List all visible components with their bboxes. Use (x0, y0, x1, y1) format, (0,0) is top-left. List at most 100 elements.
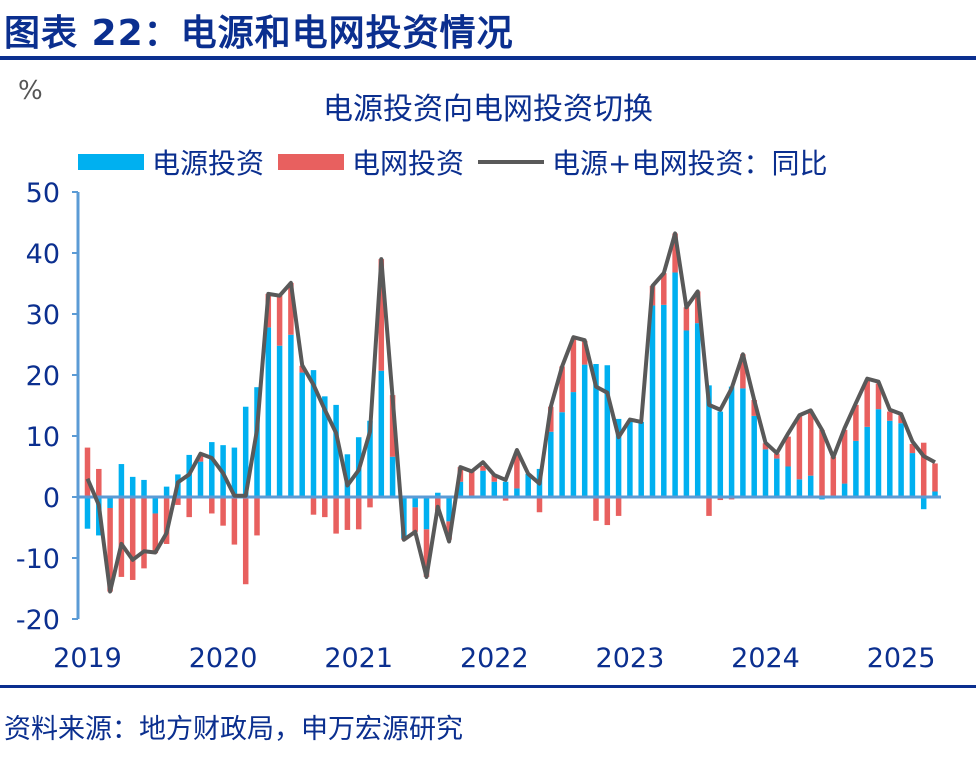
x-tick-label: 2021 (324, 643, 393, 674)
bar-power-source (310, 370, 317, 497)
bar-grid (762, 443, 769, 450)
bar-grid (841, 429, 848, 484)
bar-grid (322, 497, 328, 518)
bar-grid (220, 497, 226, 526)
bar-power-source (254, 387, 260, 497)
x-tick-label: 2025 (867, 643, 936, 674)
legend-swatch-red (278, 154, 345, 170)
bar-power-source (887, 420, 893, 497)
bar-power-source (491, 481, 498, 497)
bar-grid (740, 354, 746, 389)
bar-grid (661, 273, 667, 305)
bar-power-source (344, 454, 351, 497)
bar-grid (423, 529, 430, 577)
legend-label: 电源投资 (152, 147, 265, 180)
bar-power-source (333, 404, 339, 497)
bar-power-source (706, 385, 712, 497)
bar-grid (175, 497, 181, 505)
bar-power-source (367, 420, 373, 497)
bar-power-source (457, 481, 464, 497)
bar-power-source (807, 475, 814, 497)
bar-grid (163, 497, 170, 544)
bar-grid (310, 497, 317, 515)
bar-power-source (920, 497, 927, 510)
bar-grid (683, 307, 690, 331)
bar-power-source (514, 488, 520, 497)
bar-grid (604, 497, 611, 526)
bar-grid (378, 259, 385, 371)
bar-power-source (661, 304, 667, 497)
bar-grid (559, 366, 565, 413)
bar-power-source (141, 479, 147, 497)
bar-power-source (378, 370, 385, 497)
bar-power-source (570, 392, 577, 497)
y-tick-label: 10 (26, 422, 60, 453)
chart-plot: 50 40 30 20 10 0 -10 -20 2019 2020 2021 2022 2023 202… (16, 178, 941, 674)
bar-grid (367, 497, 373, 508)
bar-grid (672, 233, 678, 273)
bar-power-source (717, 411, 724, 497)
y-tick-label: -10 (16, 544, 60, 575)
bar-grid (107, 507, 113, 592)
bar-grid (864, 379, 870, 427)
bar-power-source (118, 464, 125, 497)
y-tick-label: 40 (26, 239, 60, 270)
bar-power-source (525, 473, 531, 497)
bar-grid (468, 471, 475, 496)
bar-power-source (604, 365, 611, 497)
legend-item-grid: 电网投资 (278, 142, 464, 182)
bar-power-source (875, 409, 882, 497)
legend-item-power-source: 电源投资 (78, 142, 264, 182)
bar-grid (875, 383, 882, 410)
bar-grid (129, 497, 136, 580)
bar-power-source (163, 486, 170, 497)
bar-power-source (581, 364, 588, 497)
bar-power-source (762, 449, 769, 497)
bar-grid (570, 338, 577, 393)
bar-grid (751, 400, 757, 416)
bar-power-source (548, 431, 554, 497)
bar-power-source (389, 456, 396, 497)
bar-grid (118, 497, 125, 577)
bar-grid (480, 465, 486, 471)
bar-power-source (841, 483, 848, 497)
bar-power-source (446, 497, 452, 522)
bar-power-source (322, 396, 328, 497)
bar-power-source (423, 497, 430, 530)
bar-grid (593, 497, 599, 521)
bar-grid (84, 447, 91, 497)
bar-grid (796, 416, 803, 480)
bar-power-source (774, 458, 780, 497)
bar-power-source (672, 272, 678, 497)
x-tick-label: 2024 (731, 643, 800, 674)
bar-power-source (107, 497, 113, 508)
bar-power-source (412, 497, 418, 508)
legend-label: 电源+电网投资：同比 (552, 147, 828, 180)
bar-power-source (288, 334, 294, 497)
bar-power-source (129, 476, 136, 497)
bar-grid (141, 497, 147, 569)
bar-grid (344, 497, 351, 530)
bar-grid (389, 395, 396, 457)
bar-grid (819, 429, 825, 497)
bar-grid (830, 456, 837, 497)
y-tick-label: 0 (43, 483, 60, 514)
bar-grid (355, 497, 362, 530)
bar-grid (254, 497, 260, 536)
bar-grid (276, 295, 283, 346)
x-tick-label: 2022 (460, 643, 529, 674)
bar-grid (887, 411, 893, 421)
legend-swatch-line (478, 160, 545, 164)
bar-power-source (299, 372, 305, 497)
bar-power-source (242, 406, 249, 497)
bar-power-source (864, 426, 870, 497)
bar-grid (615, 497, 622, 516)
bar-power-source (627, 421, 633, 497)
bar-grid (288, 282, 294, 335)
bar-grid (231, 497, 238, 545)
bar-power-source (932, 491, 938, 497)
bar-power-source (649, 305, 656, 497)
y-tick-label: 30 (26, 300, 60, 331)
figure-title: 图表 22：电源和电网投资情况 (4, 13, 514, 54)
bar-grid (152, 513, 159, 554)
